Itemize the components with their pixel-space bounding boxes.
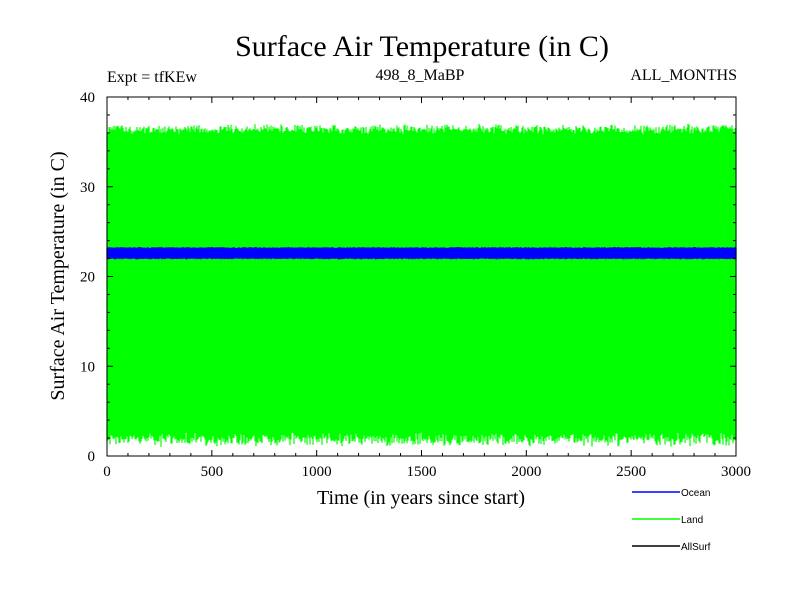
- y-tick-label: 30: [80, 180, 95, 196]
- series-layer: [106, 123, 737, 447]
- y-tick-label: 20: [80, 270, 95, 286]
- y-tick-label: 10: [80, 359, 95, 375]
- y-tick-label: 40: [80, 90, 95, 106]
- x-tick-label: 1500: [407, 464, 437, 480]
- x-tick-label: 500: [201, 464, 224, 480]
- legend-label-ocean: Ocean: [681, 488, 710, 499]
- experiment-label: Expt = tfKEw: [107, 69, 197, 86]
- run-label: 498_8_MaBP: [376, 67, 465, 84]
- y-tick-label: 0: [88, 449, 96, 465]
- x-axis-label: Time (in years since start): [317, 487, 525, 509]
- chart-title: Surface Air Temperature (in C): [235, 30, 609, 63]
- x-tick-label: 2500: [616, 464, 646, 480]
- x-tick-label: 2000: [511, 464, 541, 480]
- x-tick-label: 3000: [721, 464, 751, 480]
- series-ocean-line: [106, 246, 737, 260]
- x-tick-label: 0: [103, 464, 111, 480]
- series-land-line: [106, 123, 737, 447]
- x-tick-label: 1000: [302, 464, 332, 480]
- ticks-layer: 0 500 1000 1500 2000 2500 3000 0 10 20 30 40: [80, 90, 751, 480]
- y-axis-label: Surface Air Temperature (in C): [47, 151, 69, 400]
- legend-label-land: Land: [681, 515, 703, 526]
- months-label: ALL_MONTHS: [630, 67, 737, 84]
- legend-label-allsurf: AllSurf: [681, 542, 711, 553]
- legend: Ocean Land AllSurf: [632, 488, 711, 553]
